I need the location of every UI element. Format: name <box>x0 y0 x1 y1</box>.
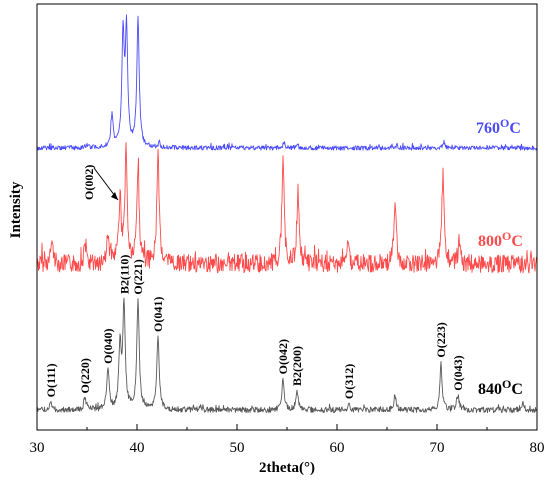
series-label-unit: C <box>511 381 523 398</box>
series-label-800: 800OC <box>478 229 523 250</box>
series-layer <box>36 14 538 414</box>
x-axis: 30 40 50 60 70 80 <box>30 424 545 456</box>
series-line-1 <box>36 142 538 274</box>
peak-label-o002: O(002) <box>82 165 96 200</box>
series-label-unit: C <box>511 233 523 250</box>
degree-sign: O <box>502 229 511 243</box>
peak-label: B2(200) <box>290 346 304 386</box>
series-label-760: 760OC <box>476 116 521 137</box>
x-tick-label: 40 <box>130 440 145 456</box>
series-label-unit: C <box>509 120 521 137</box>
annotation-arrowhead <box>111 192 118 200</box>
peak-label: B2(110) <box>118 255 132 294</box>
x-tick-label: 80 <box>530 440 545 456</box>
peak-label: O(221) <box>131 259 145 294</box>
degree-sign: O <box>500 116 509 130</box>
peak-label: O(041) <box>151 297 165 332</box>
y-axis-label: Intensity <box>8 181 24 238</box>
series-line-2 <box>36 297 538 414</box>
peak-label: O(042) <box>276 339 290 374</box>
x-tick-label: 50 <box>230 440 245 456</box>
x-tick-label: 60 <box>330 440 345 456</box>
series-label-value: 760 <box>476 120 500 137</box>
degree-sign: O <box>502 377 511 391</box>
peak-label: O(040) <box>101 329 115 364</box>
x-tick-label: 30 <box>30 440 45 456</box>
series-label-value: 840 <box>478 381 502 398</box>
series-label-840: 840OC <box>478 377 523 398</box>
peak-label: O(043) <box>451 355 465 390</box>
x-tick-label: 70 <box>430 440 445 456</box>
peak-label: O(111) <box>44 363 58 397</box>
series-label-value: 800 <box>478 233 502 250</box>
peak-label: O(220) <box>78 358 92 393</box>
x-axis-label: 2theta(°) <box>259 460 315 476</box>
series-line-0 <box>36 14 538 151</box>
peak-label: O(223) <box>434 322 448 357</box>
peak-label: O(312) <box>342 364 356 399</box>
